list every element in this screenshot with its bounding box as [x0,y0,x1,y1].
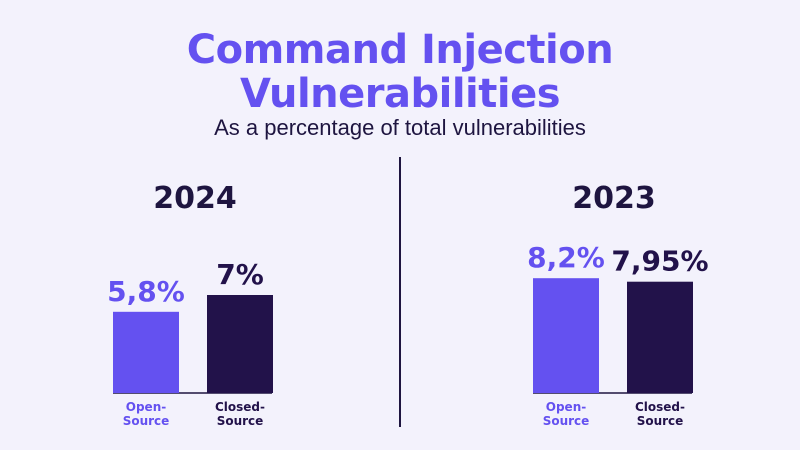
bar-2024-closed-source [207,295,273,393]
category-label: Source [123,414,170,428]
data-label: 5,8% [107,275,185,308]
category-label: Open- [546,400,586,414]
chart-subtitle: As a percentage of total vulnerabilities [214,115,586,140]
chart-title: Command Injection Vulnerabilities [0,28,800,116]
data-label: 8,2% [527,241,605,274]
panel-year-2024: 2024 [153,181,237,216]
data-label: 7,95% [611,245,708,278]
bar-2023-closed-source [627,281,693,393]
category-label: Closed- [635,400,685,414]
bar-2023-open-source [533,278,599,393]
chart-title-line-1: Command Injection [186,27,614,73]
chart-title-line-2: Vulnerabilities [239,71,561,117]
category-label: Closed- [215,400,265,414]
data-label: 7% [216,258,264,291]
category-label: Source [217,414,264,428]
panel-divider [399,157,401,427]
category-label: Source [637,414,684,428]
category-label: Open- [126,400,166,414]
category-label: Source [543,414,590,428]
bar-2024-open-source [113,311,179,393]
panel-year-2023: 2023 [572,181,656,216]
